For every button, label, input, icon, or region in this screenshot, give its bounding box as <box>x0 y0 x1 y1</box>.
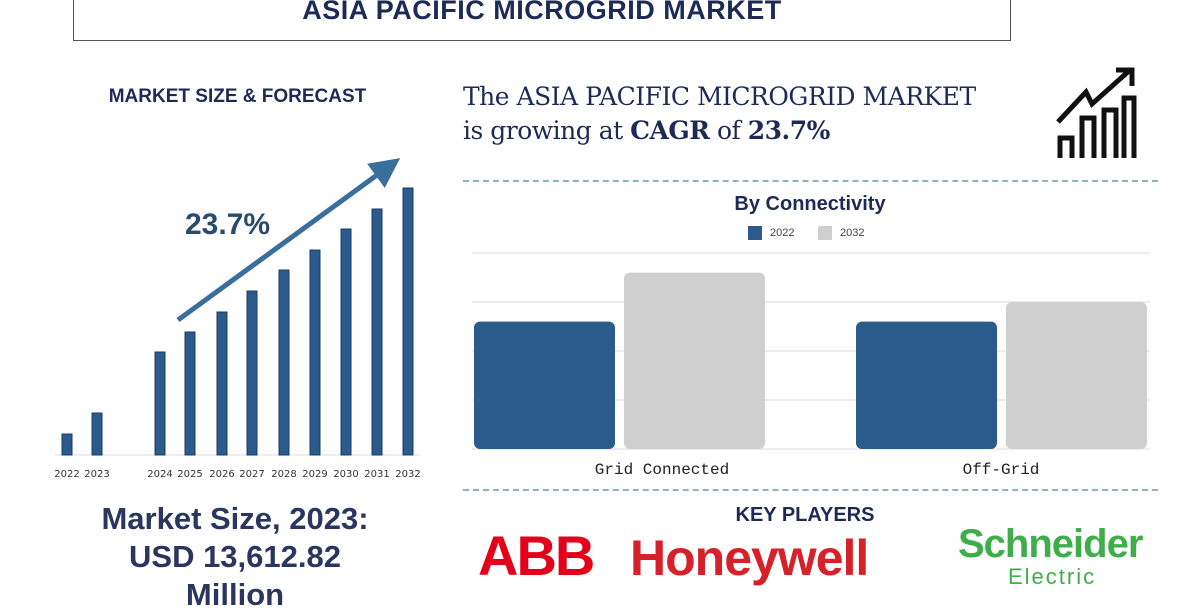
divider <box>463 180 1158 182</box>
market-size-line1: Market Size, 2023: <box>101 501 369 536</box>
legend-2032: 2032 <box>818 226 864 240</box>
market-size-value: USD 13,612.82 <box>129 539 341 574</box>
bar-2023 <box>91 412 103 456</box>
bar-off-grid-2032 <box>1006 302 1147 449</box>
legend-2022: 2022 <box>748 226 794 240</box>
connectivity-chart <box>472 252 1150 450</box>
year-tick-label: 2022 <box>54 469 79 480</box>
title-banner: ASIA PACIFIC MICROGRID MARKET <box>73 0 1011 41</box>
legend-swatch <box>818 226 832 240</box>
growth-arrow <box>176 158 401 323</box>
bar-grid-connected-2032 <box>624 272 765 449</box>
key-players-title: KEY PLAYERS <box>735 504 875 526</box>
cagr-value: 23.7% <box>747 116 831 145</box>
forecast-title: MARKET SIZE & FORECAST <box>108 86 367 107</box>
year-tick-label: 2028 <box>271 469 296 480</box>
market-size-unit: Million <box>185 577 285 612</box>
legend-label: 2022 <box>770 227 795 239</box>
bar-off-grid-2022 <box>856 321 997 449</box>
legend-label: 2032 <box>840 227 865 239</box>
year-tick-label: 2032 <box>395 469 420 480</box>
market-size-chart: 23.7% 2022 2023 2024 2025 2026 2027 2028 2029 20… <box>54 158 421 480</box>
bar-2032 <box>402 187 414 456</box>
category-label: Grid Connected <box>594 461 730 479</box>
bar-2025 <box>184 331 196 456</box>
category-label: Off-Grid <box>962 461 1040 479</box>
schneider-electric-logo: Schneider Electric <box>958 522 1143 589</box>
electric-text: Electric <box>1008 564 1097 589</box>
year-tick-label: 2027 <box>239 469 264 480</box>
year-tick-label: 2025 <box>177 469 202 480</box>
growth-chart-icon <box>1056 67 1137 158</box>
bar-2024 <box>154 351 166 456</box>
bar-2027 <box>246 290 258 456</box>
schneider-text: Schneider <box>958 522 1143 566</box>
divider <box>463 489 1158 491</box>
growth-label: 23.7% <box>185 208 270 241</box>
year-tick-label: 2024 <box>147 469 172 480</box>
cagr-line1: The ASIA PACIFIC MICROGRID MARKET <box>463 82 976 111</box>
page-title: ASIA PACIFIC MICROGRID MARKET <box>302 0 782 25</box>
year-tick-label: 2023 <box>84 469 109 480</box>
abb-logo: ABB <box>478 524 595 587</box>
bar-2028 <box>278 269 290 456</box>
cagr-of: of <box>709 116 748 145</box>
market-size-summary: Market Size, 2023: USD 13,612.82 Million <box>30 500 440 614</box>
honeywell-logo: Honeywell <box>630 530 869 586</box>
cagr-word: CAGR <box>630 116 710 145</box>
legend-swatch <box>748 226 762 240</box>
cagr-prefix: is growing at <box>463 116 631 145</box>
bar-2022 <box>61 433 73 456</box>
bar-2026 <box>216 311 228 456</box>
year-tick-label: 2029 <box>302 469 327 480</box>
year-tick-label: 2030 <box>333 469 358 480</box>
cagr-statement: The ASIA PACIFIC MICROGRID MARKET is gro… <box>463 80 976 148</box>
bar-2029 <box>309 249 321 456</box>
connectivity-title: By Connectivity <box>734 193 886 215</box>
year-tick-label: 2031 <box>364 469 389 480</box>
year-tick-label: 2026 <box>209 469 234 480</box>
bar-grid-connected-2022 <box>474 321 615 449</box>
bar-2030 <box>340 228 352 456</box>
bar-2031 <box>371 208 383 456</box>
